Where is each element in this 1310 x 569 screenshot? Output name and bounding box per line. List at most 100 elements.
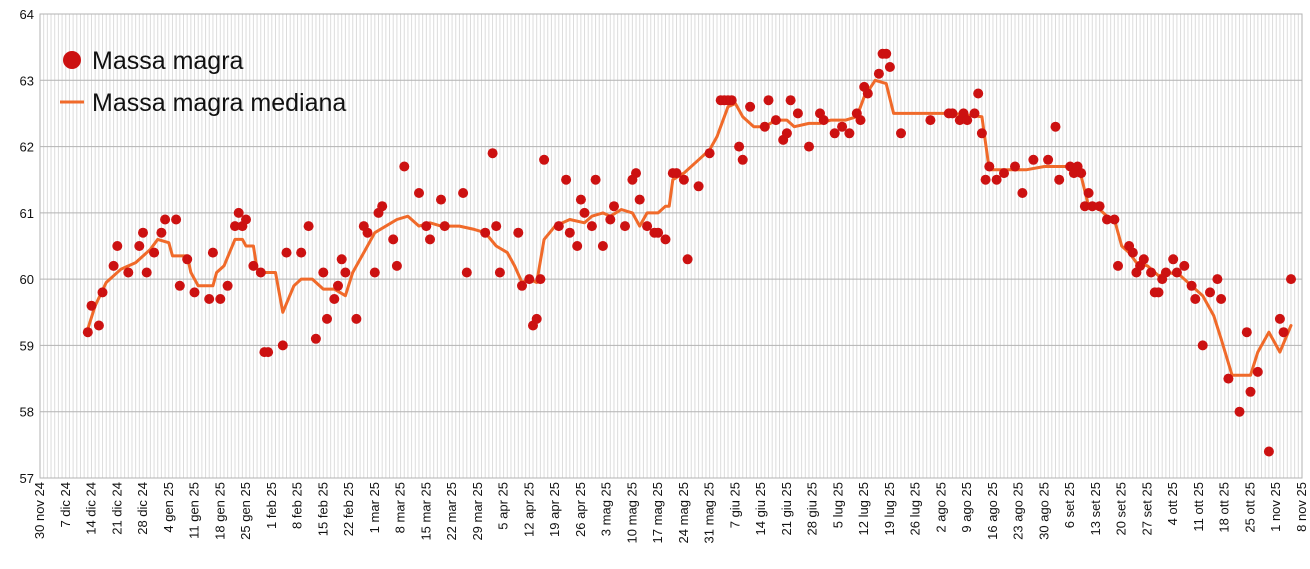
- data-point: [458, 188, 469, 198]
- data-point: [263, 347, 274, 358]
- data-point: [1216, 294, 1227, 304]
- data-point: [86, 300, 97, 311]
- data-point: [491, 221, 502, 232]
- x-tick-label: 15 mar 25: [418, 482, 433, 541]
- x-tick-label: 28 dic 24: [135, 482, 150, 535]
- x-tick-label: 30 nov 24: [32, 482, 47, 539]
- data-point: [1127, 247, 1138, 258]
- data-point: [1179, 260, 1190, 271]
- data-point: [82, 327, 93, 338]
- data-point: [1205, 287, 1215, 298]
- data-point: [362, 227, 373, 238]
- x-tick-label: 1 feb 25: [264, 482, 279, 529]
- data-point: [884, 62, 895, 72]
- data-point: [377, 201, 388, 212]
- x-tick-label: 12 lug 25: [856, 482, 871, 536]
- data-point: [517, 280, 527, 291]
- data-point: [1286, 274, 1296, 285]
- x-tick-label: 17 mag 25: [650, 482, 665, 543]
- data-point: [1010, 161, 1020, 172]
- data-point: [513, 227, 524, 238]
- data-point: [620, 221, 630, 232]
- data-point: [1168, 254, 1179, 265]
- data-point: [781, 128, 792, 139]
- data-point: [1274, 313, 1285, 324]
- x-tick-label: 11 gen 25: [187, 482, 202, 539]
- x-tick-label: 8 mar 25: [393, 482, 408, 533]
- plot-area-frame: [39, 13, 1303, 479]
- legend-label-massa-magra-mediana: Massa magra mediana: [92, 89, 346, 117]
- data-point: [829, 128, 840, 139]
- data-point: [1190, 294, 1201, 304]
- data-point: [1160, 267, 1171, 278]
- data-point: [634, 194, 645, 205]
- data-point: [351, 313, 362, 324]
- data-point: [1043, 154, 1054, 165]
- data-point: [881, 48, 892, 59]
- y-tick-label: 63: [20, 73, 34, 88]
- data-point: [873, 68, 884, 79]
- x-tick-label: 3 mag 25: [599, 482, 614, 536]
- x-tick-label: 18 gen 25: [212, 482, 227, 540]
- x-tick-label: 24 mag 25: [676, 482, 691, 543]
- data-point: [631, 168, 641, 179]
- data-point: [693, 181, 704, 192]
- data-point: [112, 241, 123, 251]
- data-point: [1087, 201, 1098, 212]
- data-point: [1197, 340, 1208, 351]
- x-tick-label: 26 apr 25: [573, 482, 588, 537]
- data-point: [1263, 446, 1274, 457]
- data-point: [572, 241, 583, 251]
- data-point: [141, 267, 152, 278]
- data-point: [745, 101, 756, 112]
- data-point: [531, 313, 542, 324]
- data-point: [1109, 214, 1120, 225]
- y-tick-label: 62: [20, 140, 34, 155]
- legend-marker-massa-magra: [63, 51, 81, 69]
- data-point: [487, 148, 498, 159]
- data-point: [962, 115, 973, 126]
- data-point: [1138, 254, 1149, 265]
- data-point: [369, 267, 380, 278]
- data-point: [277, 340, 288, 351]
- data-point: [1028, 154, 1039, 165]
- data-point: [329, 294, 340, 304]
- data-point: [461, 267, 472, 278]
- x-tick-label: 5 lug 25: [830, 482, 845, 528]
- x-tick-label: 20 set 25: [1114, 482, 1129, 536]
- x-tick-label: 10 mag 25: [624, 482, 639, 543]
- data-point: [1113, 260, 1123, 271]
- data-point: [862, 88, 873, 99]
- data-point: [436, 194, 446, 205]
- data-point: [303, 221, 314, 232]
- data-point: [653, 227, 664, 238]
- data-point: [97, 287, 108, 298]
- x-tick-label: 11 ott 25: [1191, 482, 1206, 532]
- data-point: [1278, 327, 1289, 338]
- x-tick-label: 14 dic 24: [84, 482, 99, 535]
- data-point: [138, 227, 148, 238]
- data-point: [1146, 267, 1157, 278]
- x-tick-label: 21 giu 25: [779, 482, 794, 536]
- y-tick-label: 59: [20, 338, 34, 353]
- data-point: [1102, 214, 1112, 225]
- data-point: [1212, 274, 1223, 285]
- x-tick-label: 7 giu 25: [727, 482, 742, 528]
- data-point: [976, 128, 987, 139]
- data-point: [255, 267, 266, 278]
- data-point: [318, 267, 329, 278]
- data-point: [984, 161, 995, 172]
- y-axis-tick-labels: 57 58 59 60 61 62 63 64: [20, 7, 34, 486]
- x-tick-label: 14 giu 25: [753, 482, 768, 536]
- data-point: [296, 247, 307, 258]
- data-point: [678, 174, 689, 185]
- data-point: [156, 227, 167, 238]
- x-tick-label: 29 mar 25: [470, 482, 485, 541]
- data-point: [1153, 287, 1164, 298]
- data-point: [494, 267, 505, 278]
- data-point: [785, 95, 796, 106]
- x-tick-label: 16 ago 25: [985, 482, 1000, 540]
- data-point: [855, 115, 866, 126]
